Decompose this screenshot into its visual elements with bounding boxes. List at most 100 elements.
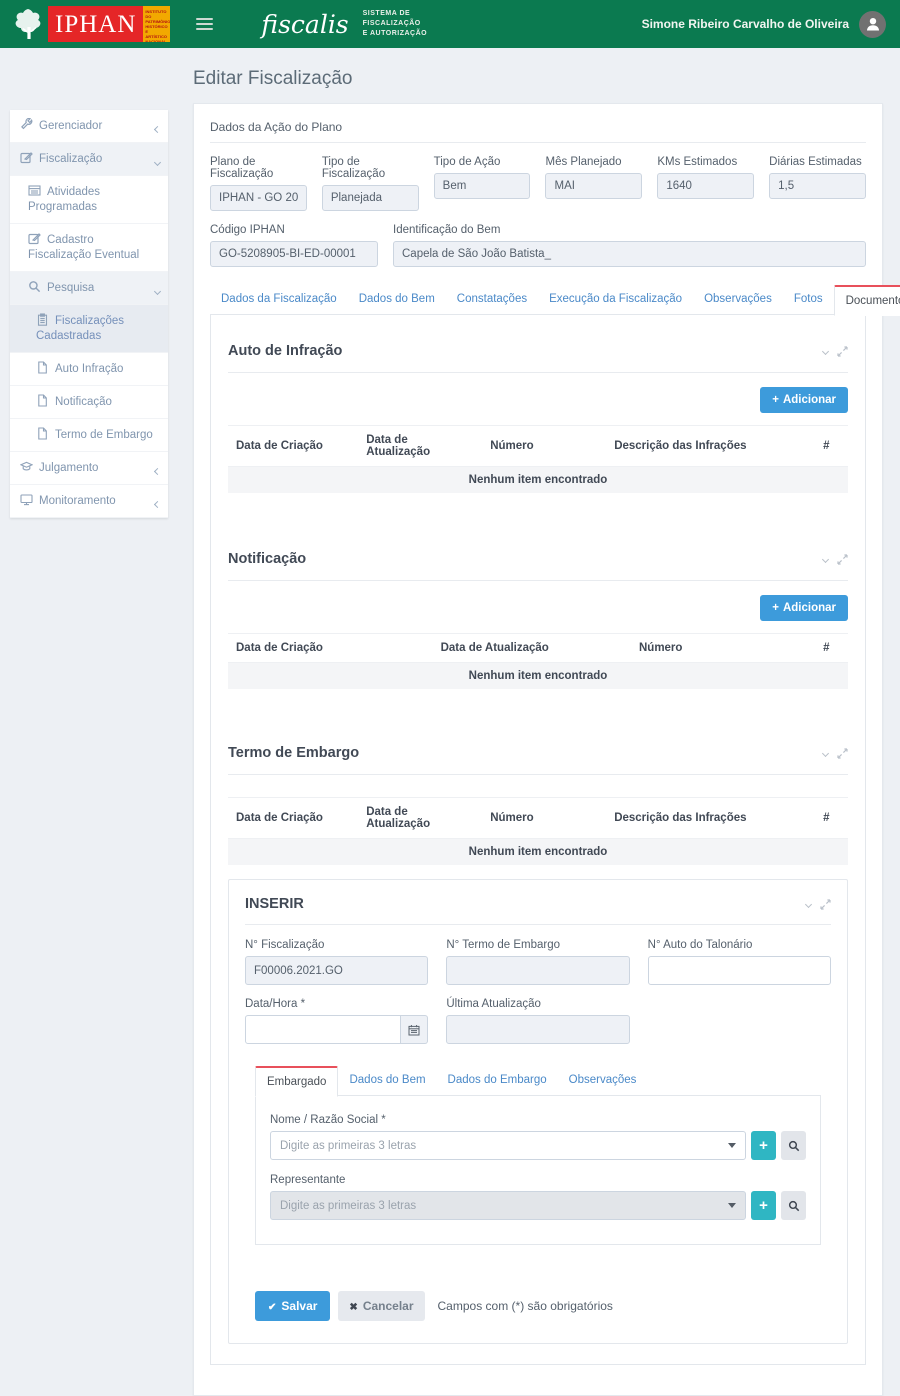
sidebar: Gerenciador Fiscalização Atividades Prog… — [10, 110, 168, 518]
section-title: Notificação — [228, 551, 307, 567]
column-header: Data de Criação — [228, 633, 433, 663]
app-name: fiscalis — [261, 9, 349, 39]
sidebar-item-julgamento[interactable]: Julgamento — [10, 452, 168, 485]
column-header: Descrição das Infrações — [606, 425, 805, 467]
documentos-panel: Auto de Infração Adicionar — [210, 314, 866, 1365]
nome-razao-social-select[interactable]: Digite as primeiras 3 letras — [270, 1131, 746, 1160]
plus-icon — [772, 602, 783, 614]
expand-icon[interactable] — [820, 898, 831, 910]
auto-infracao-table: Data de Criação Data de Atualização Núme… — [228, 425, 848, 493]
user-name: Simone Ribeiro Carvalho de Oliveira — [641, 17, 849, 31]
tipo-acao-field — [433, 173, 531, 199]
plus-icon — [759, 1197, 768, 1214]
sidebar-item-fiscalizacoes-cadastradas[interactable]: Fiscalizações Cadastradas — [10, 305, 168, 353]
clipboard-icon — [36, 313, 50, 326]
plus-icon — [759, 1137, 768, 1154]
sidebar-item-termo-de-embargo[interactable]: Termo de Embargo — [10, 419, 168, 452]
field-label: Nome / Razão Social * — [270, 1114, 386, 1126]
add-embargado-button[interactable] — [751, 1131, 776, 1160]
sidebar-item-label: Notificação — [55, 396, 112, 408]
tab-documentos[interactable]: Documentos — [833, 285, 900, 316]
adicionar-button[interactable]: Adicionar — [760, 387, 848, 413]
column-header: Data de Atualização — [432, 633, 631, 663]
codigo-iphan-field — [210, 241, 378, 267]
field-label: Tipo de Fiscalização — [321, 156, 386, 180]
search-representante-button[interactable] — [781, 1191, 806, 1220]
sidebar-item-notificacao[interactable]: Notificação — [10, 386, 168, 419]
embargado-panel: Nome / Razão Social * Digite as primeira… — [255, 1095, 821, 1245]
calendar-button[interactable] — [401, 1015, 429, 1044]
sidebar-item-fiscalizacao[interactable]: Fiscalização — [10, 143, 168, 176]
num-auto-talonario-field[interactable] — [647, 956, 831, 985]
expand-icon[interactable] — [837, 345, 848, 357]
sidebar-item-label: Fiscalizações Cadastradas — [36, 315, 125, 342]
column-header: Data de Atualização — [358, 797, 483, 839]
data-hora-field[interactable] — [245, 1015, 402, 1044]
chevron-left-icon — [153, 464, 162, 479]
inserir-title: INSERIR — [245, 896, 304, 912]
adicionar-button[interactable]: Adicionar — [760, 595, 848, 621]
sidebar-item-cadastro-fiscalizacao-eventual[interactable]: Cadastro Fiscalização Eventual — [10, 224, 168, 272]
tab-embargado[interactable]: Embargado — [255, 1066, 339, 1097]
tab-constatacoes[interactable]: Constatações — [456, 293, 528, 305]
tab-dados-do-embargo[interactable]: Dados do Embargo — [447, 1074, 547, 1086]
tab-dados-da-fiscalizacao[interactable]: Dados da Fiscalização — [221, 293, 337, 305]
field-label: Plano de Fiscalização — [210, 156, 274, 180]
field-label: N° Termo de Embargo — [446, 939, 561, 951]
main-tabs: Dados da Fiscalização Dados do Bem Const… — [210, 285, 900, 316]
collapse-chevron-icon[interactable] — [821, 347, 830, 355]
sidebar-item-label: Julgamento — [39, 462, 99, 474]
required-fields-note: Campos com (*) são obrigatórios — [437, 1299, 613, 1313]
mes-planejado-field — [545, 173, 643, 199]
tab-dados-do-bem-inner[interactable]: Dados do Bem — [349, 1074, 426, 1086]
sidebar-item-auto-infracao[interactable]: Auto Infração — [10, 353, 168, 386]
num-termo-embargo-field — [446, 956, 630, 985]
tab-observacoes-inner[interactable]: Observações — [568, 1074, 637, 1086]
add-representante-button[interactable] — [751, 1191, 776, 1220]
column-header: # — [804, 425, 848, 467]
sidebar-item-gerenciador[interactable]: Gerenciador — [10, 110, 168, 143]
sidebar-item-label: Cadastro Fiscalização Eventual — [28, 234, 140, 261]
chevron-down-icon — [728, 1203, 736, 1208]
column-header: Descrição das Infrações — [606, 797, 805, 839]
tab-dados-do-bem[interactable]: Dados do Bem — [358, 293, 435, 305]
field-label: Última Atualização — [446, 998, 541, 1010]
search-embargado-button[interactable] — [781, 1131, 806, 1160]
file-icon — [36, 361, 50, 374]
expand-icon[interactable] — [837, 747, 848, 759]
chevron-down-icon — [153, 155, 162, 170]
ultima-atualizacao-field — [446, 1015, 630, 1044]
plano-fiscalizacao-field — [210, 185, 307, 211]
collapse-chevron-icon[interactable] — [821, 555, 830, 563]
hamburger-menu-icon[interactable] — [196, 15, 214, 33]
section-notificacao: Notificação Adicionar — [228, 551, 848, 689]
sidebar-item-label: Gerenciador — [39, 120, 103, 132]
expand-icon[interactable] — [837, 553, 848, 565]
tab-fotos[interactable]: Fotos — [793, 293, 823, 305]
field-label: Tipo de Ação — [433, 156, 501, 168]
file-icon — [36, 394, 50, 407]
sidebar-item-pesquisa[interactable]: Pesquisa — [10, 272, 168, 305]
save-button[interactable]: Salvar — [255, 1291, 331, 1321]
collapse-chevron-icon[interactable] — [821, 749, 830, 757]
column-header: Data de Criação — [228, 797, 359, 839]
section-title: Termo de Embargo — [228, 745, 360, 761]
collapse-chevron-icon[interactable] — [804, 900, 813, 908]
file-icon — [36, 427, 50, 440]
representante-select: Digite as primeiras 3 letras — [270, 1191, 746, 1220]
field-label: Data/Hora * — [245, 998, 306, 1010]
kms-estimados-field — [657, 173, 755, 199]
tab-observacoes[interactable]: Observações — [704, 293, 772, 305]
column-header: Número — [630, 633, 805, 663]
empty-row: Nenhum item encontrado — [228, 838, 848, 865]
iphan-logo: IPHAN Instituto do Patrimônio Histórico … — [14, 6, 171, 42]
tab-execucao-da-fiscalizacao[interactable]: Execução da Fiscalização — [549, 293, 683, 305]
sidebar-item-atividades-programadas[interactable]: Atividades Programadas — [10, 176, 168, 224]
select-placeholder: Digite as primeiras 3 letras — [280, 1199, 417, 1212]
user-avatar[interactable] — [859, 10, 886, 38]
diarias-estimadas-field — [769, 173, 866, 199]
page-title: Editar Fiscalização — [193, 68, 353, 89]
sidebar-item-monitoramento[interactable]: Monitoramento — [10, 485, 168, 518]
cancel-button[interactable]: Cancelar — [338, 1291, 425, 1321]
graduation-cap-icon — [20, 460, 34, 473]
